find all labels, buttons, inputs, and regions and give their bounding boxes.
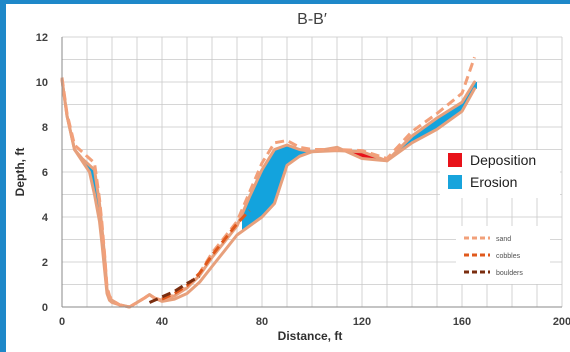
legend-label: Erosion — [470, 174, 517, 190]
x-tick-label: 40 — [156, 316, 168, 328]
y-tick-label: 4 — [42, 212, 49, 224]
legend: Deposition Erosion — [440, 150, 560, 198]
change-fills — [84, 82, 477, 244]
y-tick-label: 12 — [36, 32, 48, 44]
x-tick-label: 0 — [59, 316, 65, 328]
y-tick-label: 8 — [42, 122, 48, 134]
x-tick-label: 160 — [453, 316, 471, 328]
material-legend-label: boulders — [496, 270, 523, 277]
y-tick-label: 2 — [42, 257, 48, 269]
cobbles-dashed-line — [161, 209, 251, 301]
y-tick-label: 0 — [42, 302, 48, 314]
chart-title: B-B′ — [297, 11, 327, 28]
y-tick-label: 10 — [36, 77, 48, 89]
profile-lines — [60, 56, 476, 309]
frame-border-top — [0, 0, 570, 4]
erosion-area — [242, 145, 312, 232]
x-tick-label: 200 — [553, 316, 570, 328]
frame-border-left — [0, 0, 6, 352]
x-tick-label: 120 — [353, 316, 371, 328]
legend-label: Deposition — [470, 152, 536, 168]
y-axis-label: Depth, ft — [13, 148, 27, 197]
x-axis-label: Distance, ft — [278, 329, 343, 343]
erosion-area — [392, 82, 477, 158]
x-tick-label: 80 — [256, 316, 268, 328]
material-legend-label: sand — [496, 236, 511, 243]
legend-swatch — [448, 175, 462, 189]
boulders-dashed-line — [148, 275, 201, 304]
material-legend-background — [456, 226, 550, 284]
material-legend-label: cobbles — [496, 253, 521, 260]
material-legend: sand cobbles boulders — [456, 226, 550, 284]
legend-swatch — [448, 153, 462, 167]
y-tick-label: 6 — [42, 167, 48, 179]
